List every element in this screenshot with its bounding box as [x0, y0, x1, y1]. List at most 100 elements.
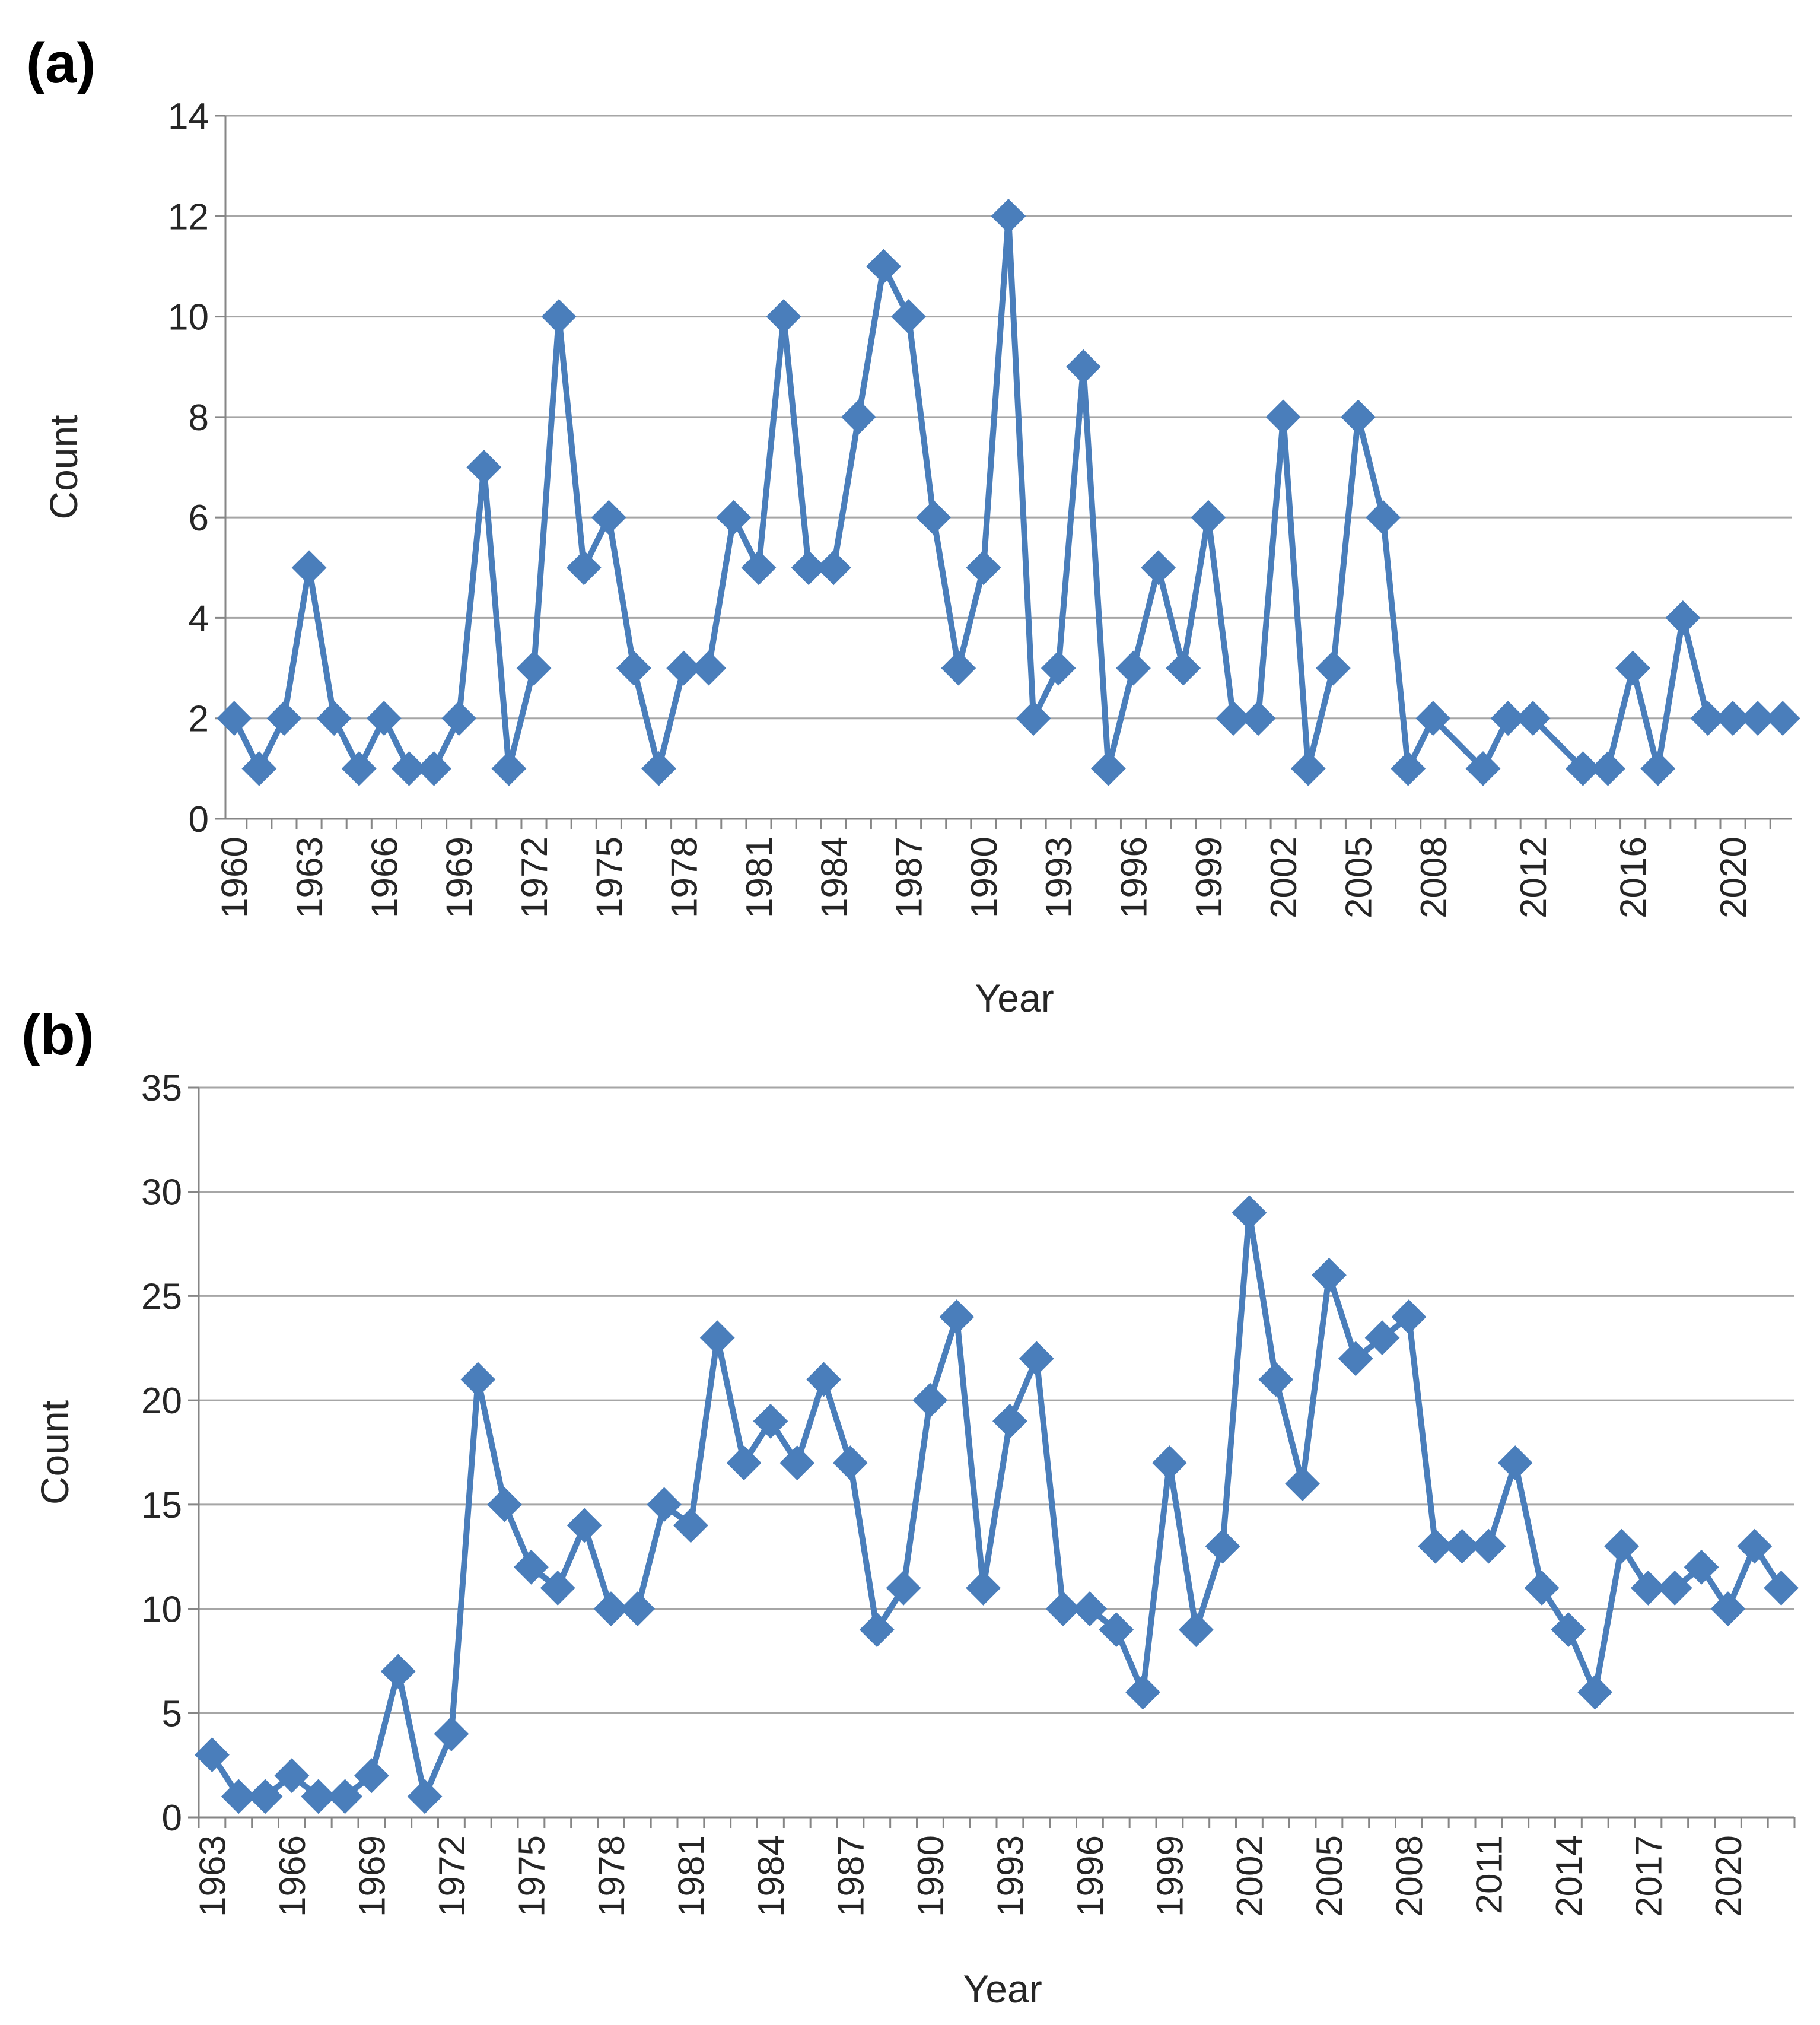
data-point [301, 1779, 336, 1814]
y-tick-label: 6 [189, 498, 209, 539]
x-tick-label: 1966 [272, 1835, 313, 1917]
data-point [939, 1299, 975, 1334]
data-point [1240, 701, 1276, 736]
data-point [1418, 1528, 1453, 1564]
x-tick-label: 2016 [1614, 837, 1654, 918]
data-point [327, 1779, 362, 1814]
data-point [1631, 1571, 1666, 1606]
data-point [1551, 1612, 1586, 1648]
data-point [354, 1758, 389, 1794]
x-tick-label: 2002 [1230, 1835, 1271, 1917]
data-point [1072, 1591, 1108, 1626]
data-point [966, 1571, 1001, 1606]
data-point [1265, 399, 1301, 435]
data-point [992, 1403, 1027, 1439]
x-tick-label: 1978 [591, 1835, 632, 1917]
panel-label-b: (b) [21, 1003, 94, 1067]
data-point [1737, 1528, 1773, 1564]
data-point [1116, 650, 1151, 686]
data-point [221, 1779, 256, 1814]
data-point [1391, 751, 1426, 786]
data-point [886, 1571, 921, 1606]
data-point [1765, 701, 1800, 736]
data-point [1490, 701, 1526, 736]
data-point [1152, 1445, 1187, 1480]
data-point [593, 1591, 629, 1626]
data-point [806, 1362, 841, 1397]
x-tick-label: 1996 [1070, 1835, 1111, 1917]
data-point [1141, 550, 1176, 586]
data-point [916, 500, 952, 535]
x-tick-label: 1990 [911, 1835, 952, 1917]
data-point [1285, 1466, 1320, 1502]
data-point [274, 1758, 310, 1794]
data-point [753, 1403, 788, 1439]
data-point [540, 1571, 575, 1606]
data-point [1364, 1320, 1400, 1356]
data-point [841, 399, 876, 435]
data-point [1715, 701, 1751, 736]
data-point [1391, 1299, 1427, 1334]
data-point [541, 299, 577, 334]
data-point [941, 650, 976, 686]
data-point [566, 550, 602, 586]
data-point [816, 550, 851, 586]
data-point [1515, 701, 1551, 736]
data-point [487, 1487, 522, 1522]
data-point [266, 701, 302, 736]
data-point [1710, 1591, 1746, 1626]
data-point [316, 701, 352, 736]
x-tick-label: 1975 [511, 1835, 552, 1917]
data-point [1524, 1571, 1560, 1606]
data-point [1099, 1612, 1134, 1648]
data-point [1205, 1528, 1240, 1564]
data-point [441, 701, 477, 736]
data-point [1590, 751, 1625, 786]
chart-a: 0 2 4 6 8 10 12 14 1960 1963 1966 1969 1972 1975 1978 1… [42, 96, 1800, 1020]
y-tick-label: 0 [162, 1798, 182, 1839]
y-tick-label: 2 [189, 699, 209, 740]
data-point [380, 1654, 416, 1689]
data-point [1341, 399, 1376, 435]
data-point [416, 751, 451, 786]
data-point [1338, 1341, 1373, 1377]
data-point [1764, 1571, 1799, 1606]
y-tick-label: 35 [141, 1068, 182, 1109]
data-point [407, 1779, 443, 1814]
x-tick-label: 1996 [1114, 837, 1155, 918]
panel-label-a: (a) [26, 31, 96, 95]
data-point [1125, 1674, 1160, 1710]
y-tick-label: 5 [162, 1693, 182, 1734]
x-tick-label: 1981 [739, 837, 780, 918]
x-tick-label: 1963 [289, 837, 330, 918]
x-tick-label: 2002 [1264, 837, 1304, 918]
data-point [217, 701, 252, 736]
data-point [891, 299, 926, 334]
data-point [1665, 600, 1701, 635]
data-point [341, 751, 377, 786]
y-tick-label: 12 [168, 196, 209, 237]
data-point [859, 1612, 895, 1648]
x-tick-label: 2005 [1338, 837, 1379, 918]
series-line [209, 1209, 1784, 1800]
x-tick-label: 1975 [589, 837, 630, 918]
y-tick-label: 20 [141, 1381, 182, 1422]
data-point [392, 751, 427, 786]
data-point [1315, 650, 1351, 686]
data-point [699, 1320, 735, 1356]
data-point [241, 751, 277, 786]
x-tick-label: 1960 [215, 837, 256, 918]
x-tick-label: 1987 [889, 837, 930, 918]
data-point [1258, 1362, 1294, 1397]
data-point [912, 1382, 948, 1418]
series-line [231, 213, 1783, 772]
data-point [514, 1549, 549, 1585]
data-point [591, 500, 626, 535]
x-axis-title: Year [975, 976, 1054, 1020]
x-tick-label: 1963 [192, 1835, 233, 1917]
y-tick-label: 15 [141, 1485, 182, 1526]
y-tick-label: 4 [189, 598, 209, 639]
x-tick-label: 2011 [1469, 1835, 1510, 1914]
data-point [291, 550, 327, 586]
data-point [766, 299, 801, 334]
